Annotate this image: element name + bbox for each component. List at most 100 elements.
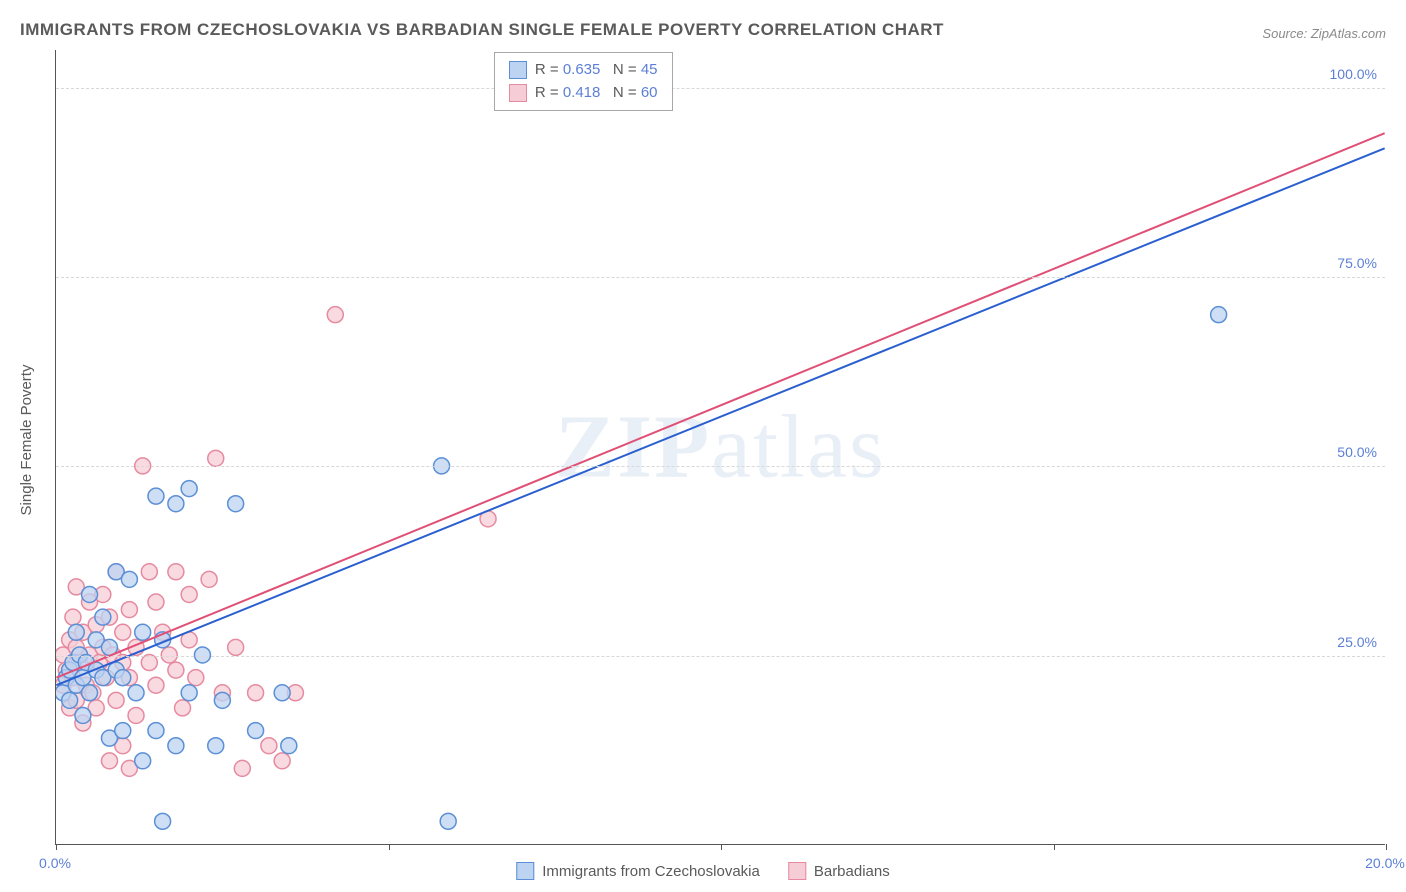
scatter-point — [128, 707, 144, 723]
scatter-point — [88, 632, 104, 648]
scatter-point — [101, 730, 117, 746]
scatter-point — [248, 685, 264, 701]
regression-line — [56, 148, 1384, 685]
legend-swatch — [509, 61, 527, 79]
legend-item: Immigrants from Czechoslovakia — [516, 862, 760, 880]
legend-item: Barbadians — [788, 862, 890, 880]
scatter-point — [274, 685, 290, 701]
scatter-point — [135, 753, 151, 769]
x-tick-label: 0.0% — [39, 855, 71, 871]
scatter-point — [287, 685, 303, 701]
gridline — [56, 88, 1385, 89]
legend-swatch — [509, 84, 527, 102]
scatter-point — [82, 685, 98, 701]
scatter-point — [88, 662, 104, 678]
scatter-point — [108, 692, 124, 708]
scatter-point — [148, 594, 164, 610]
scatter-point — [108, 564, 124, 580]
scatter-point — [168, 738, 184, 754]
scatter-point — [62, 700, 78, 716]
scatter-point — [78, 655, 94, 671]
scatter-point — [228, 639, 244, 655]
scatter-point — [68, 624, 84, 640]
plot-area: ZIPatlas 25.0%50.0%75.0%100.0% — [55, 50, 1385, 845]
scatter-point — [148, 723, 164, 739]
scatter-point — [88, 700, 104, 716]
gridline — [56, 656, 1385, 657]
chart-source: Source: ZipAtlas.com — [1262, 26, 1386, 41]
scatter-point — [75, 624, 91, 640]
scatter-point — [181, 586, 197, 602]
chart-container: IMMIGRANTS FROM CZECHOSLOVAKIA VS BARBAD… — [0, 0, 1406, 892]
scatter-point — [58, 670, 74, 686]
scatter-point — [62, 632, 78, 648]
scatter-point — [115, 738, 131, 754]
scatter-point — [115, 655, 131, 671]
y-tick-label: 50.0% — [1337, 444, 1377, 460]
scatter-point — [480, 511, 496, 527]
scatter-point — [141, 564, 157, 580]
scatter-point — [95, 670, 111, 686]
scatter-point — [92, 655, 108, 671]
scatter-point — [208, 738, 224, 754]
scatter-point — [65, 609, 81, 625]
scatter-point — [155, 813, 171, 829]
scatter-point — [75, 670, 91, 686]
legend-correlation: R = 0.635 N = 45R = 0.418 N = 60 — [494, 52, 673, 111]
y-axis-title: Single Female Poverty — [18, 365, 35, 516]
legend-row: R = 0.418 N = 60 — [509, 82, 658, 105]
scatter-point — [274, 753, 290, 769]
legend-swatch — [516, 862, 534, 880]
scatter-point — [68, 677, 84, 693]
scatter-point — [101, 753, 117, 769]
scatter-point — [82, 594, 98, 610]
gridline — [56, 466, 1385, 467]
scatter-point — [201, 571, 217, 587]
legend-label: Immigrants from Czechoslovakia — [542, 863, 760, 880]
scatter-point — [327, 307, 343, 323]
y-tick-label: 100.0% — [1330, 66, 1377, 82]
scatter-point — [68, 692, 84, 708]
scatter-point — [68, 639, 84, 655]
scatter-point — [168, 496, 184, 512]
source-link[interactable]: ZipAtlas.com — [1311, 26, 1386, 41]
scatter-point — [98, 670, 114, 686]
chart-title: IMMIGRANTS FROM CZECHOSLOVAKIA VS BARBAD… — [20, 20, 944, 40]
y-tick-label: 25.0% — [1337, 634, 1377, 650]
x-tick-mark — [721, 844, 722, 850]
scatter-point — [56, 677, 71, 693]
scatter-point — [148, 488, 164, 504]
scatter-point — [95, 609, 111, 625]
legend-label: Barbadians — [814, 863, 890, 880]
scatter-point — [234, 760, 250, 776]
legend-row: R = 0.635 N = 45 — [509, 59, 658, 82]
scatter-point — [82, 586, 98, 602]
scatter-point — [228, 496, 244, 512]
scatter-point — [78, 677, 94, 693]
scatter-point — [121, 571, 137, 587]
scatter-point — [56, 685, 71, 701]
scatter-point — [108, 564, 124, 580]
scatter-point — [214, 692, 230, 708]
legend-series: Immigrants from Czechoslovakia Barbadians — [516, 862, 889, 880]
scatter-point — [101, 609, 117, 625]
scatter-point — [75, 707, 91, 723]
scatter-point — [62, 692, 78, 708]
scatter-point — [261, 738, 277, 754]
scatter-point — [121, 670, 137, 686]
scatter-point — [188, 670, 204, 686]
legend-swatch — [788, 862, 806, 880]
scatter-point — [121, 602, 137, 618]
chart-svg — [56, 50, 1385, 844]
scatter-point — [95, 586, 111, 602]
scatter-point — [88, 617, 104, 633]
scatter-point — [141, 655, 157, 671]
scatter-point — [155, 632, 171, 648]
scatter-point — [181, 481, 197, 497]
x-tick-mark — [56, 844, 57, 850]
x-tick-mark — [1386, 844, 1387, 850]
scatter-point — [85, 685, 101, 701]
source-label: Source: — [1262, 26, 1307, 41]
scatter-point — [281, 738, 297, 754]
y-tick-label: 75.0% — [1337, 255, 1377, 271]
